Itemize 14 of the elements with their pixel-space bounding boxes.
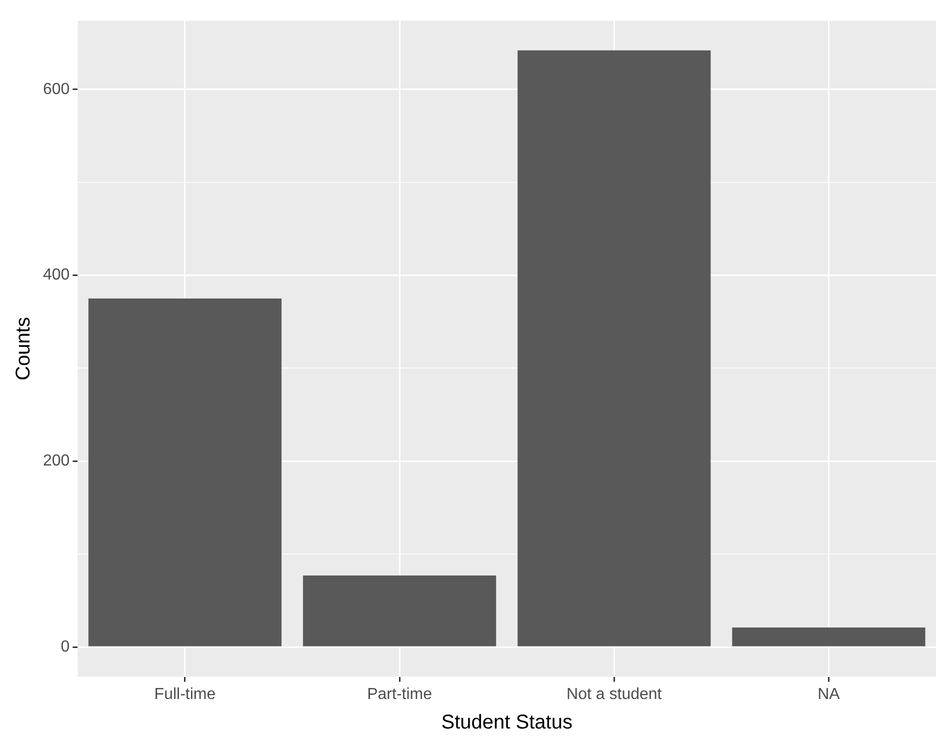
x-tick-label: Full-time bbox=[154, 686, 216, 703]
y-tick-label: 200 bbox=[42, 452, 70, 470]
y-tick-label: 600 bbox=[42, 80, 70, 98]
y-tick-label: 400 bbox=[42, 266, 70, 284]
x-tick-label: NA bbox=[818, 686, 840, 703]
bar bbox=[732, 628, 926, 646]
x-axis-title: Student Status bbox=[441, 712, 572, 734]
bar bbox=[88, 298, 282, 646]
x-tick-label: Not a student bbox=[566, 686, 662, 703]
bar bbox=[303, 575, 496, 646]
y-tick-label: 0 bbox=[60, 638, 70, 656]
bar bbox=[518, 50, 711, 646]
y-axis-title: Counts bbox=[12, 317, 35, 380]
x-tick-label: Part-time bbox=[367, 686, 432, 703]
